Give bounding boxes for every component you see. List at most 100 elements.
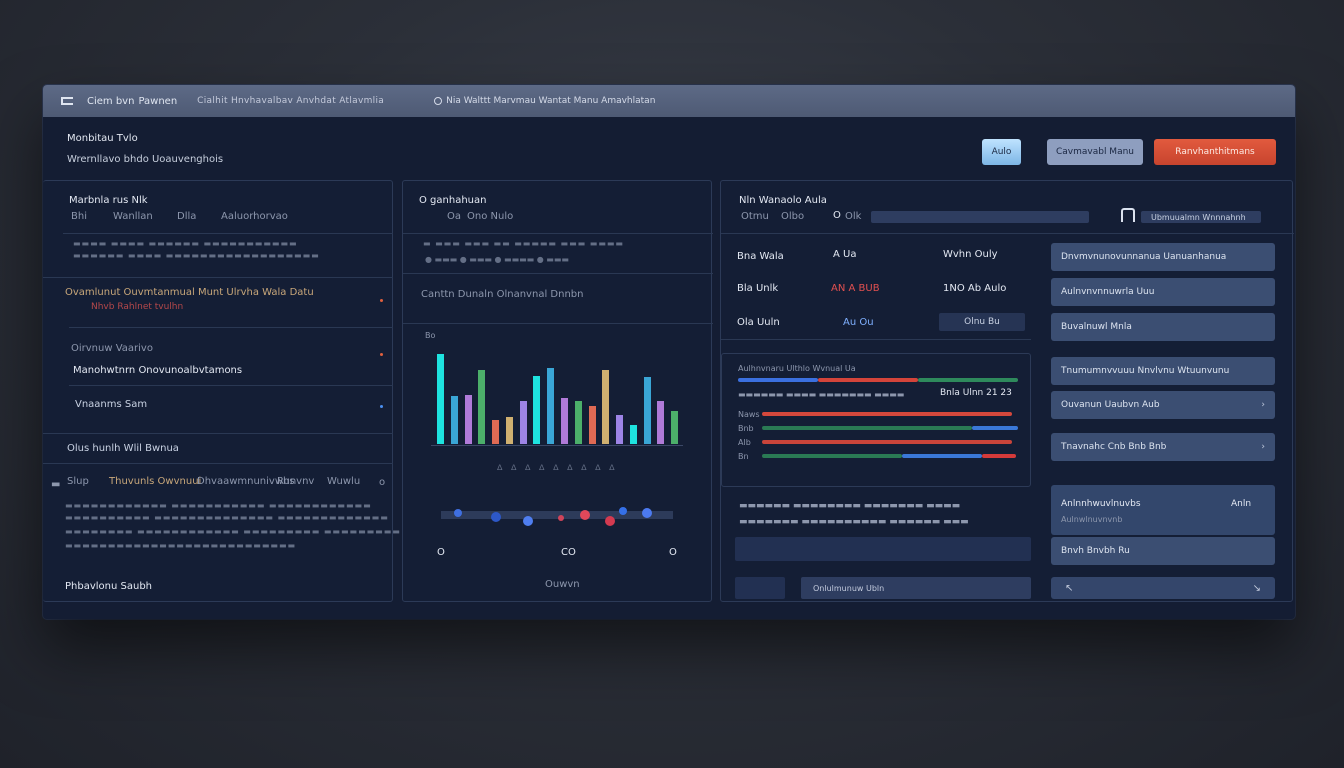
summary-label-1: Bna Wala [737, 251, 784, 262]
left-row-2[interactable]: Manohwtnrn Onovunoalbvtamons [73, 365, 243, 376]
left-tab-4[interactable]: Aaluorhorvao [221, 211, 288, 222]
selector-4[interactable]: Tnumumnvvuuu Nnvlvnu Wtuunvunu [1051, 357, 1275, 385]
summary-mid-2: AN A BUB [831, 283, 880, 294]
selector-6[interactable]: Tnavnahc Cnb Bnb Bnb › [1051, 433, 1275, 461]
filter-1[interactable]: Slup [67, 476, 89, 487]
bottom-label-left: O [437, 547, 445, 558]
center-footer: Ouwvn [545, 579, 580, 590]
scatter-point [605, 516, 615, 526]
divider [69, 385, 393, 386]
chart-bar [602, 370, 609, 444]
scatter-point [642, 508, 652, 518]
filter-input[interactable] [871, 211, 1089, 223]
chart-bar [437, 354, 444, 444]
right-tab-3[interactable]: O [833, 210, 841, 221]
chart-bar [575, 401, 582, 444]
timeline-label-2: Bnb [738, 424, 754, 433]
app-name-suffix: Pawnen [138, 95, 178, 107]
chart-bar [520, 401, 527, 444]
left-row-1[interactable]: Ovamlunut Ouvmtanmual Munt Ulrvha Wala D… [65, 287, 314, 298]
app-name-label: Ciem bvn [87, 95, 135, 107]
chart-bar [561, 398, 568, 444]
summary-mid-1: A Ua [833, 249, 857, 260]
placeholder-text-line: ▬▬▬▬▬▬▬▬▬▬▬▬ ▬▬▬▬▬▬▬▬▬▬▬ ▬▬▬▬▬▬▬▬▬▬▬▬ [65, 501, 372, 510]
filter-5[interactable]: Wuwlu [327, 476, 361, 487]
list-row-input[interactable] [735, 537, 1031, 561]
scatter-point [454, 509, 462, 517]
summary-input-3[interactable]: Olnu Bu [939, 313, 1025, 331]
prev-icon[interactable]: ↖ [1065, 582, 1074, 594]
summary-right-2: 1NO Ab Aulo [943, 283, 1007, 294]
filter-2[interactable]: Thuvunls Owvnuui [109, 476, 202, 487]
breadcrumb[interactable]: Cialhit Hnvhavalbav Anvhdat Atlavmlia [197, 96, 385, 106]
right-tab-4[interactable]: Olk [845, 211, 862, 222]
next-icon[interactable]: ↘ [1252, 582, 1261, 594]
left-tab-2[interactable]: Wanllan [113, 211, 153, 222]
selector-1-label: Dnvmvnunovunnanua Uanuanhanua [1061, 252, 1227, 262]
search-field[interactable]: Ubmuualmn Wnnnahnh [1141, 211, 1261, 223]
title-bar: Ciem bvn Pawnen Cialhit Hnvhavalbav Anvh… [43, 85, 1295, 117]
filter-circle-icon[interactable]: o [379, 477, 386, 488]
center-panel: O ganhahuan Oa Ono Nulo ▬ ▬▬▬ ▬▬▬ ▬▬ ▬▬▬… [402, 180, 713, 602]
timeline-bar [738, 378, 818, 382]
timeline-bar [982, 454, 1016, 458]
timeline-bar [762, 454, 902, 458]
left-tab-1[interactable]: Bhi [71, 211, 87, 222]
selector-1[interactable]: Dnvmvnunovunnanua Uanuanhanua [1051, 243, 1275, 271]
timeline-bar [762, 440, 1012, 444]
chart-bar [630, 425, 637, 444]
center-tab-2[interactable]: Ono Nulo [467, 211, 514, 222]
footer-input[interactable]: Onlulmunuw Ubln [801, 577, 1031, 599]
primary-button[interactable]: Ranvhanthitmans [1154, 139, 1276, 165]
y-axis-label: Bo [425, 331, 436, 340]
footer-chip[interactable] [735, 577, 785, 599]
detail-sub: Aulnwlnuvnvnb [1061, 515, 1123, 524]
chevron-icon: › [1261, 400, 1265, 410]
placeholder-text-line: ▬▬▬▬ ▬▬▬▬ ▬▬▬▬▬▬ ▬▬▬▬▬▬▬▬▬▬▬ [73, 239, 298, 248]
selector-5[interactable]: Ouvanun Uaubvn Aub › [1051, 391, 1275, 419]
app-name[interactable]: Ciem bvn Pawnen [87, 96, 177, 107]
left-tab-3[interactable]: Dlla [177, 211, 197, 222]
scatter-point [558, 515, 564, 521]
chart-legend-label: Canttn Dunaln Olnanvnal Dnnbn [421, 289, 584, 300]
left-panel: Marbnla rus Nlk Bhi Wanllan Dlla Aaluorh… [43, 180, 400, 602]
chart-bar [492, 420, 499, 444]
timeline-header: Aulhnvnaru Ulthlo Wvnual Ua [738, 364, 856, 373]
global-search[interactable]: Nia Walttt Marvmau Wantat Manu Amavhlata… [434, 96, 655, 106]
secondary-button[interactable]: Cavmavabl Manu [1047, 139, 1143, 165]
list-placeholder: ▬▬▬▬▬▬ ▬▬▬▬▬▬▬▬ ▬▬▬▬▬▬▬ ▬▬▬▬ [739, 501, 961, 511]
selector-5-label: Ouvanun Uaubvn Aub [1061, 400, 1160, 410]
chart-bar [644, 377, 651, 444]
left-footer[interactable]: Phbavlonu Saubh [65, 581, 153, 592]
detail-row-2[interactable]: Bnvh Bnvbh Ru [1051, 537, 1275, 565]
right-tab-1[interactable]: Otmu [741, 211, 769, 222]
left-row-3[interactable]: Vnaanms Sam [75, 399, 148, 410]
timeline-box: Aulhnvnaru Ulthlo Wvnual Ua ▬▬▬▬▬▬ ▬▬▬▬ … [721, 353, 1031, 487]
left-row-2-title: Oirvnuw Vaarivo [71, 343, 153, 354]
detail-card[interactable]: Anlnnhwuvlnuvbs Aulnwlnuvnvnb Anln [1051, 485, 1275, 535]
center-tab-1[interactable]: Oa [447, 211, 461, 222]
selector-2[interactable]: Aulnvnvnnuwrla Uuu [1051, 278, 1275, 306]
x-tick-placeholder: ᐃ ᐃ ᐃ ᐃ ᐃ ᐃ ᐃ ᐃ ᐃ [497, 463, 618, 472]
divider [43, 463, 393, 464]
page-subtitle: Wrernllavo bhdo Uoauvenghois [67, 154, 224, 165]
left-panel-heading: Marbnla rus Nlk [69, 195, 148, 206]
small-action-button[interactable]: Aulo [982, 139, 1021, 165]
placeholder-text-line: ▬▬▬▬▬▬▬▬ ▬▬▬▬▬▬▬▬▬▬▬▬ ▬▬▬▬▬▬▬▬▬ ▬▬▬▬▬▬▬▬… [65, 527, 401, 536]
right-tab-2[interactable]: Olbo [781, 211, 805, 222]
left-row-1-sub: Nhvb Rahlnet tvulhn [91, 302, 184, 312]
chart-bar [671, 411, 678, 444]
lock-icon[interactable] [1121, 208, 1135, 222]
chevron-icon: › [1261, 442, 1265, 452]
left-row-4[interactable]: Olus hunlh Wlil Bwnua [67, 443, 179, 454]
footer-nav[interactable]: ↖ ↘ [1051, 577, 1275, 599]
summary-label-3: Ola Uuln [737, 317, 780, 328]
scatter-point [523, 516, 533, 526]
summary-right-1: Wvhn Ouly [943, 249, 998, 260]
summary-label-2: Bla Unlk [737, 283, 779, 294]
chart-bar [547, 368, 554, 444]
filter-3[interactable]: Dhvaawmnunivwhs [197, 476, 295, 487]
filter-4[interactable]: Runvnv [277, 476, 315, 487]
selector-3[interactable]: Buvalnuwl Mnla [1051, 313, 1275, 341]
selector-4-label: Tnumumnvvuuu Nnvlvnu Wtuunvunu [1061, 366, 1230, 376]
